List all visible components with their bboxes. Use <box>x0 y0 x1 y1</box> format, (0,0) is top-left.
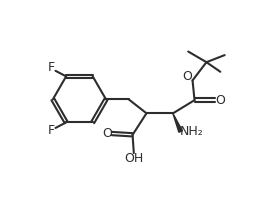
Text: F: F <box>48 61 55 74</box>
Text: F: F <box>48 124 55 138</box>
Polygon shape <box>172 113 182 132</box>
Text: O: O <box>101 127 111 140</box>
Text: O: O <box>215 94 225 107</box>
Text: OH: OH <box>124 152 143 165</box>
Text: O: O <box>181 70 191 83</box>
Text: NH₂: NH₂ <box>179 125 202 138</box>
